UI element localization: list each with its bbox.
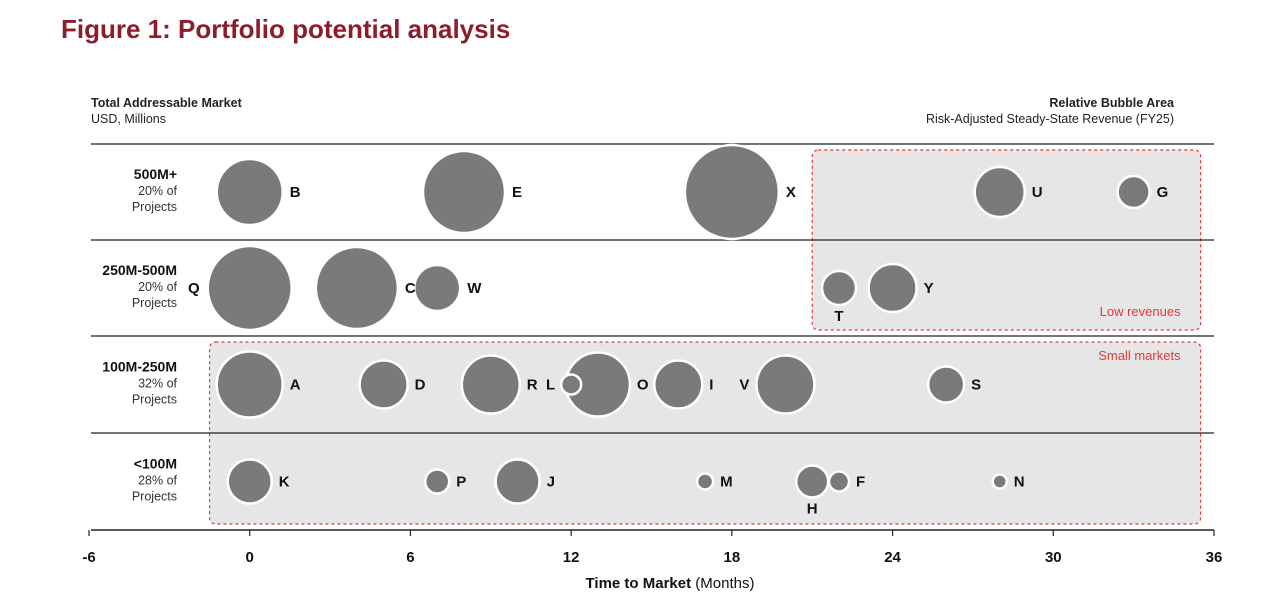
bubble-label: P: [456, 474, 466, 491]
bubble-C: [314, 245, 400, 331]
bubble-label: J: [547, 474, 555, 491]
x-tick-label: 6: [406, 549, 414, 566]
bubble-label: I: [709, 377, 713, 394]
bubble-label: B: [290, 184, 301, 201]
bubble-L: [559, 373, 583, 396]
bubble-label: N: [1014, 474, 1025, 491]
bubble-label: X: [786, 184, 796, 201]
bubble-T: [820, 269, 858, 307]
tam-header-unit: USD, Millions: [91, 112, 167, 126]
bubble-W: [412, 263, 462, 313]
bubble-label: F: [856, 474, 865, 491]
x-axis-label-main: Time to Market: [586, 575, 692, 592]
bubble-label: S: [971, 377, 981, 394]
x-tick-label: -6: [82, 549, 95, 566]
bubble-area-header: Relative Bubble Area Risk-Adjusted Stead…: [926, 95, 1174, 127]
bubble-F: [827, 470, 851, 493]
bubble-label: R: [527, 377, 538, 394]
row-share-unit: Projects: [132, 490, 177, 504]
row-share: 28% of: [138, 474, 177, 488]
bubble-label: O: [637, 377, 649, 394]
bubble-label: K: [279, 474, 290, 491]
bubble-area-title: Relative Bubble Area: [1049, 96, 1174, 110]
bubble-N: [991, 473, 1008, 490]
bubble-U: [973, 165, 1026, 219]
bubble-Y: [867, 262, 918, 314]
bubble-label: Q: [188, 280, 200, 297]
bubble-label: V: [739, 377, 749, 394]
x-tick-label: 0: [246, 549, 254, 566]
figure-title: Figure 1: Portfolio potential analysis: [61, 14, 511, 44]
bubble-area-subtitle: Risk-Adjusted Steady-State Revenue (FY25…: [925, 112, 1174, 126]
bubble-label: Y: [924, 280, 934, 297]
bubble-P: [423, 468, 451, 495]
bubble-label: T: [834, 308, 843, 325]
row-share: 20% of: [138, 184, 177, 198]
bubble-G: [1116, 174, 1151, 210]
bubble-J: [494, 458, 541, 505]
bubble-label: M: [720, 474, 733, 491]
bubble-K: [226, 458, 273, 505]
bubble-label: E: [512, 184, 522, 201]
tam-header: Total Addressable Market USD, Millions: [91, 95, 242, 127]
zone-label: Small markets: [1098, 348, 1181, 363]
row-share-unit: Projects: [132, 296, 177, 310]
bubble-R: [460, 354, 522, 415]
row-share: 20% of: [138, 280, 177, 294]
x-tick-label: 30: [1045, 549, 1062, 566]
bubble-label: W: [467, 280, 482, 297]
x-axis-label: Time to Market (Months): [586, 575, 755, 592]
bubble-A: [215, 350, 284, 419]
row-share-unit: Projects: [132, 200, 177, 214]
bubble-D: [358, 359, 409, 410]
tam-header-title: Total Addressable Market: [91, 96, 242, 110]
bubble-X: [683, 143, 781, 241]
row-share: 32% of: [138, 377, 177, 391]
bubble-label: C: [405, 280, 416, 297]
bubble-M: [695, 472, 715, 491]
bubble-Q: [206, 244, 293, 332]
bubble-E: [421, 149, 507, 235]
bubble-label: H: [807, 501, 818, 518]
x-axis-label-unit: (Months): [691, 575, 754, 592]
x-tick-label: 36: [1206, 549, 1223, 566]
bubble-label: L: [546, 377, 555, 394]
row-label: <100M: [134, 456, 177, 472]
row-label: 500M+: [134, 166, 177, 182]
x-tick-label: 12: [563, 549, 580, 566]
bubble-label: D: [415, 377, 426, 394]
x-tick-label: 18: [724, 549, 741, 566]
row-share-unit: Projects: [132, 393, 177, 407]
row-label: 100M-250M: [102, 359, 177, 375]
zone-label: Low revenues: [1100, 304, 1181, 319]
bubble-S: [926, 365, 966, 404]
row-label: 250M-500M: [102, 262, 177, 278]
bubble-H: [794, 464, 830, 499]
x-tick-label: 24: [884, 549, 901, 566]
bubble-label: G: [1157, 184, 1169, 201]
bubble-I: [653, 359, 704, 410]
bubble-B: [215, 157, 284, 227]
bubble-label: U: [1032, 184, 1043, 201]
bubble-V: [755, 354, 816, 415]
bubble-label: A: [290, 377, 301, 394]
